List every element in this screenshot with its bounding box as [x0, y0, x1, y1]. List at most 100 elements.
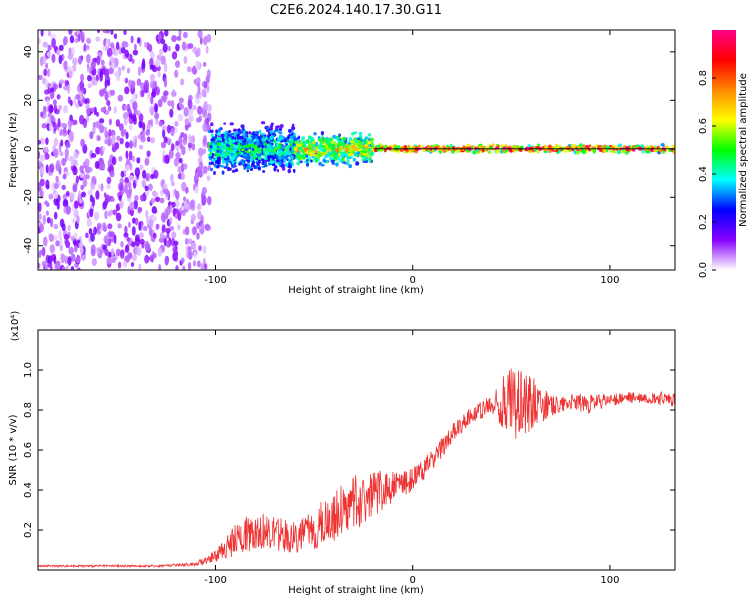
x-tick-label: 0 [410, 275, 416, 286]
spectrogram-cell [54, 234, 58, 241]
spectrogram-cell [130, 80, 136, 90]
spectrogram-cell [133, 199, 138, 210]
spectrogram-cell [250, 155, 254, 159]
spectrogram-cell [290, 138, 294, 143]
spectrogram-cell [547, 144, 552, 149]
spectrogram-cell [150, 95, 154, 105]
spectrogram-cell [253, 166, 258, 170]
spectrogram-cell [260, 144, 265, 148]
spectrogram-cell [102, 87, 107, 94]
spectrogram-cell [41, 246, 46, 257]
spectrogram-cell [456, 149, 461, 154]
spectrogram-cell [40, 30, 44, 37]
spectrogram-cell [202, 61, 207, 67]
spectrogram-cell [45, 137, 49, 145]
spectrogram-cell [653, 147, 658, 151]
spectrogram-cell [197, 203, 201, 210]
spectrogram-cell [278, 131, 283, 135]
spectrogram-cell [45, 164, 49, 174]
spectrogram-cell [181, 145, 186, 156]
spectrogram-cell [217, 136, 222, 140]
spectrogram-cell [465, 148, 469, 152]
spectrogram-cell [141, 130, 146, 137]
spectrogram-cell [181, 41, 187, 51]
spectrogram-cell [260, 121, 266, 125]
spectrogram-cell [59, 151, 64, 157]
spectrogram-cell [215, 129, 219, 134]
colorbar-tick-label: 0.8 [698, 70, 709, 86]
snr-frame [37, 329, 676, 571]
snr-series-line [38, 368, 675, 569]
spectrogram-cell [43, 236, 48, 247]
spectrogram-cell [197, 105, 203, 115]
spectrogram-cell [170, 143, 175, 152]
spectrogram-cell [154, 196, 161, 202]
spectrogram-cell [138, 120, 143, 129]
spectrogram-cell [197, 168, 202, 175]
spectrogram-cell [163, 136, 168, 143]
spectrogram-cell [196, 117, 201, 123]
spectrogram-cell [234, 168, 239, 172]
spectrogram-cell [68, 130, 74, 141]
spectrogram-cell [129, 124, 133, 131]
spectrogram-cell [124, 177, 130, 184]
spectrogram-cell [131, 113, 137, 122]
spectrogram-cell [166, 124, 171, 134]
spectrogram-cell [261, 138, 265, 142]
spectrogram-cell [214, 163, 217, 168]
spectrogram-cell [68, 120, 72, 131]
spectrogram-cell [225, 157, 230, 161]
spectrogram-cell [358, 132, 363, 135]
spectrogram-cell [103, 192, 107, 198]
spectrogram-cell [206, 104, 212, 112]
spectrogram-cell [246, 159, 251, 163]
chart-title: C2E6.2024.140.17.30.G11 [270, 3, 442, 18]
spectrogram-cell [241, 127, 245, 131]
spectrogram-cell [170, 173, 174, 182]
spectrogram-cell [276, 168, 280, 173]
spectrogram-cell [216, 156, 221, 161]
spectrogram-cell [241, 148, 245, 151]
spectrogram-cell [197, 30, 203, 39]
spectrogram-cell [180, 172, 185, 180]
spectrogram-axes: -100 0 100 -40 -20 0 20 40 [23, 30, 675, 286]
spectrogram-cell [269, 129, 273, 135]
spectrogram-cell [40, 111, 44, 118]
spectrogram-cell [106, 176, 112, 184]
spectrogram-cell [187, 142, 193, 149]
spectrogram-cell [80, 184, 84, 191]
spectrogram-cell [51, 53, 56, 63]
spectrogram-cell [342, 137, 346, 141]
spectrogram-cell [94, 161, 100, 169]
spectrogram-cell [240, 151, 244, 155]
spectrogram-cell [224, 139, 228, 144]
spectrogram-cell [206, 117, 210, 126]
spectrogram-cell [75, 256, 81, 264]
spectrogram-cell [196, 77, 201, 84]
spectrogram-cell [616, 150, 622, 155]
spectrogram-cell [163, 125, 167, 131]
spectrogram-cell [206, 175, 211, 181]
spectrogram-cell [95, 211, 100, 221]
spectrogram-cell [212, 141, 216, 145]
spectrogram-cell [285, 147, 290, 151]
spectrogram-cell [288, 164, 292, 169]
spectrogram-cell [298, 156, 303, 160]
spectrogram-cell [169, 108, 174, 118]
spectrogram-cell [371, 143, 375, 147]
spectrogram-cell [134, 167, 141, 177]
spectrogram-cell [82, 178, 88, 188]
spectrogram-cell [129, 252, 133, 259]
spectrogram-cell [394, 145, 397, 150]
spectrogram-cell [54, 182, 59, 190]
spectrogram-cell [140, 194, 145, 202]
spectrogram-cell [65, 190, 70, 197]
spectrogram-cell [238, 139, 242, 143]
spectrogram-cell [255, 138, 260, 142]
spectrogram-cell [119, 137, 124, 145]
spectrogram-cell [259, 147, 263, 151]
spectrogram-cell [579, 143, 583, 147]
spectrogram-cell [245, 141, 249, 145]
spectrogram-cell [500, 149, 503, 154]
spectrogram-cell [77, 55, 83, 65]
